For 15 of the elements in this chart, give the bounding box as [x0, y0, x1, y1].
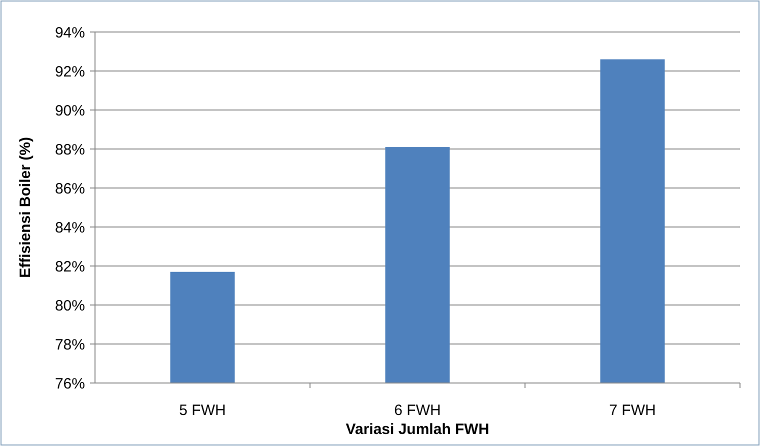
y-tick-label: 80%: [54, 297, 85, 314]
y-tick-label: 94%: [54, 24, 85, 42]
y-tick-label: 78%: [54, 336, 85, 354]
y-tick-label: 88%: [54, 141, 85, 158]
x-tick-label: 7 FWH: [609, 402, 656, 419]
y-tick-label: 90%: [54, 102, 85, 120]
y-tick-label: 82%: [54, 258, 85, 276]
x-tick-label: 6 FWH: [394, 402, 441, 419]
y-tick-label: 76%: [54, 375, 85, 392]
y-axis-title: Effisiensi Boiler (%): [17, 137, 34, 278]
y-tick-label: 92%: [54, 63, 85, 80]
y-tick-label: 86%: [54, 180, 85, 198]
x-axis-title: Variasi Jumlah FWH: [346, 421, 490, 438]
x-tick-label: 5 FWH: [179, 402, 226, 419]
y-tick-label: 84%: [54, 219, 85, 236]
